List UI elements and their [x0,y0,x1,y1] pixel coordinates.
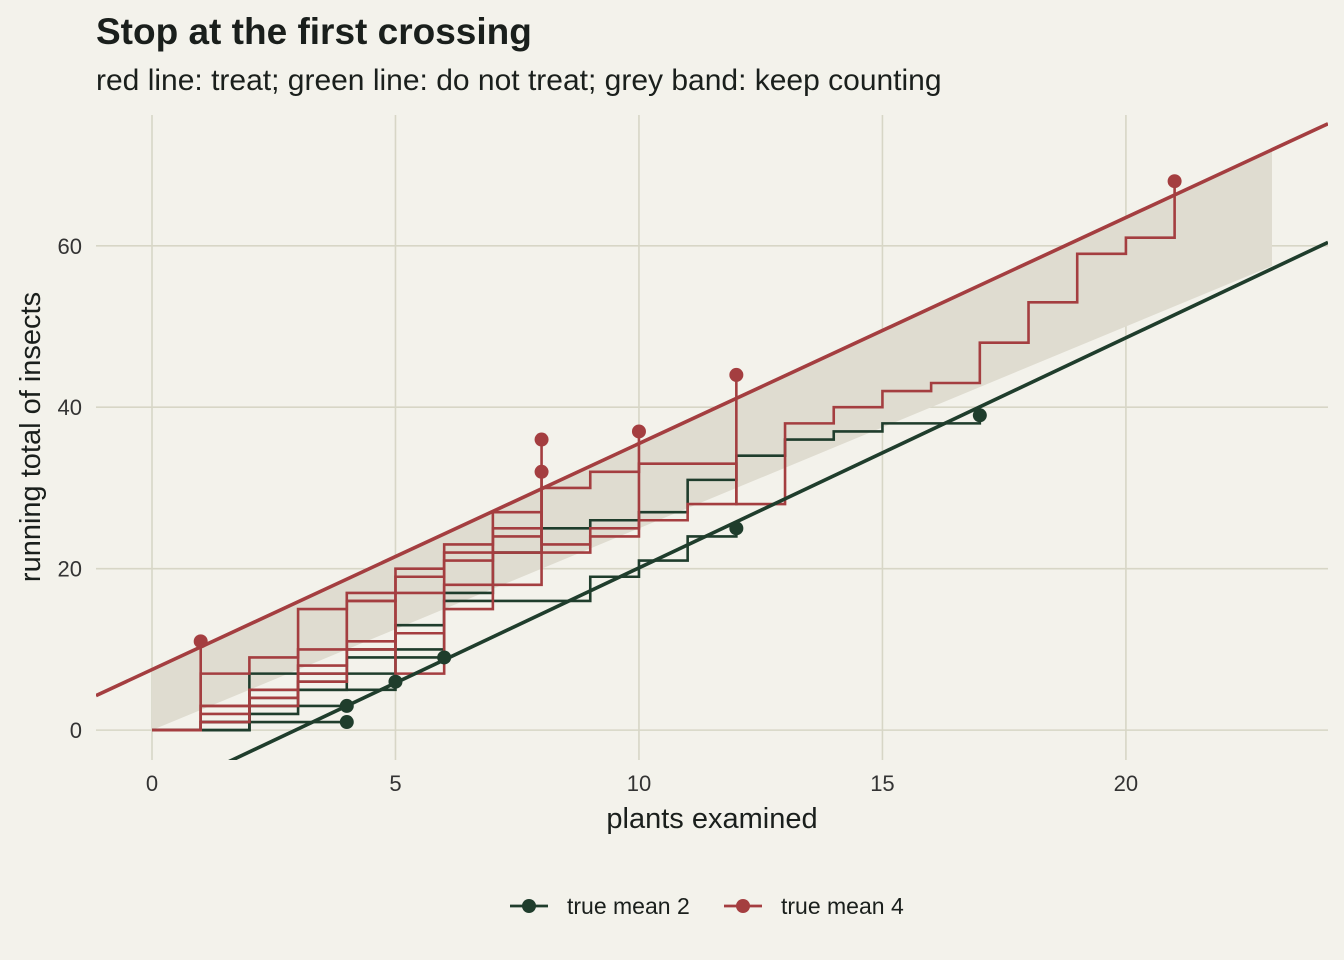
y-tick-label: 20 [58,557,82,582]
stop-point-mean-4 [534,432,549,447]
x-tick-label: 15 [870,771,894,796]
x-tick-label: 20 [1114,771,1138,796]
legend: true mean 2 true mean 4 [510,893,904,919]
chart-subtitle: red line: treat; green line: do not trea… [96,64,942,97]
plot-area: 0 5 10 15 20 0 20 40 60 [58,115,1328,796]
keep-counting-band [152,149,1272,731]
stop-point-mean-2 [437,650,452,665]
x-tick-label: 5 [389,771,401,796]
legend-key-point-mean-4 [736,899,750,913]
x-axis-label: plants examined [606,803,817,835]
treat-line [96,122,1328,698]
legend-key-point-mean-2 [522,899,536,913]
legend-label-mean-4: true mean 4 [781,893,904,919]
stop-point-mean-4 [534,464,549,479]
y-axis-label: running total of insects [15,292,47,582]
stop-point-mean-2 [388,674,403,689]
x-tick-label: 0 [146,771,158,796]
y-tick-label: 0 [70,718,82,743]
step-path-mean-4 [152,181,1176,732]
stop-point-mean-4 [729,367,744,382]
stop-point-mean-4 [1167,174,1182,189]
stop-point-mean-2 [339,698,354,713]
plot-content [96,122,1328,760]
x-tick-label: 10 [627,771,651,796]
stop-point-mean-2 [729,521,744,536]
y-tick-label: 40 [58,395,82,420]
stop-point-mean-2 [339,715,354,730]
stop-point-mean-4 [193,634,208,649]
chart-title: Stop at the first crossing [96,11,532,52]
y-tick-label: 60 [58,234,82,259]
no-treat-line [228,240,1328,760]
stop-point-mean-2 [972,408,987,423]
stop-point-mean-4 [631,424,646,439]
legend-label-mean-2: true mean 2 [567,893,690,919]
